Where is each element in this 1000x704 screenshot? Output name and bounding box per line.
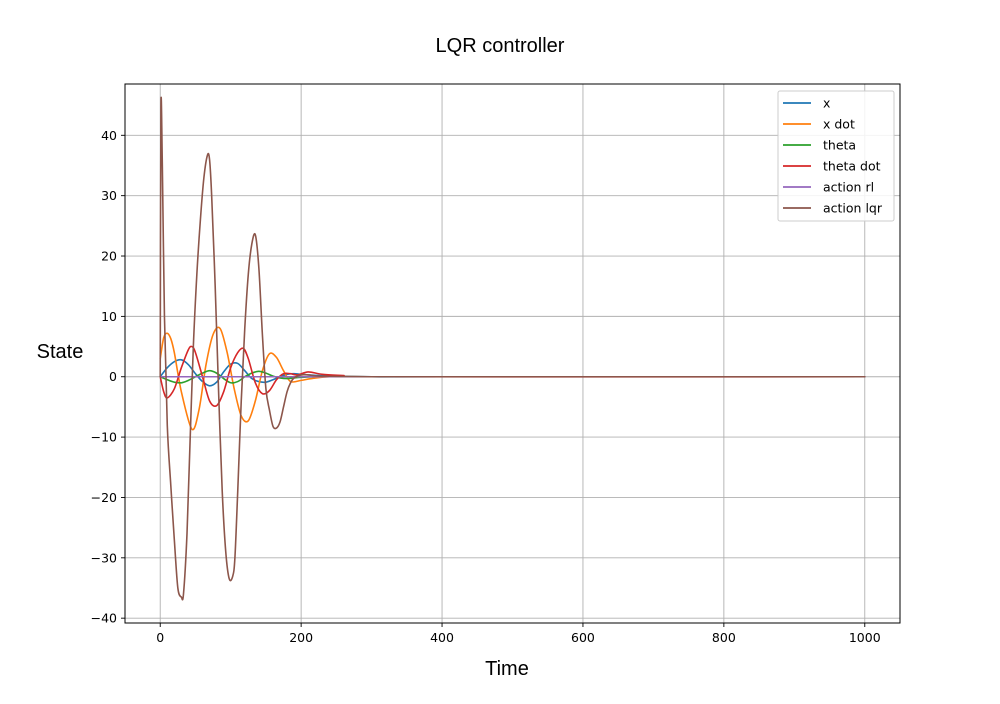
y-tick-label: −40: [91, 611, 117, 626]
y-tick-label: 40: [101, 128, 117, 143]
series-line-action-lqr: [159, 96, 866, 601]
legend-label: x dot: [823, 117, 855, 132]
x-tick-label: 200: [289, 630, 313, 645]
x-axis-label: Time: [485, 658, 529, 680]
legend-label: theta: [823, 138, 856, 153]
series-line-theta-dot: [159, 345, 866, 408]
x-tick-label: 1000: [849, 630, 881, 645]
chart-title: LQR controller: [436, 35, 565, 57]
y-tick-label: −30: [91, 550, 117, 565]
y-tick-label: −10: [91, 430, 117, 445]
y-axis-label: State: [37, 341, 84, 363]
legend: x x dot theta theta dot action rl action lqr: [777, 90, 895, 222]
legend-label: action rl: [823, 180, 874, 195]
x-tick-label: 0: [156, 630, 164, 645]
legend-label: action lqr: [823, 201, 883, 216]
y-tick-label: 0: [109, 369, 117, 384]
x-tick-label: 400: [430, 630, 454, 645]
x-tick-label: 600: [571, 630, 595, 645]
axis-ticks: 0 200 400 600 800 1000 −40 −30 −20 −10 0 10 20 30 40: [91, 128, 881, 645]
plot-lines: [159, 96, 866, 601]
series-line-x-dot: [159, 326, 866, 431]
y-tick-label: −20: [91, 490, 117, 505]
x-tick-label: 800: [712, 630, 736, 645]
y-tick-label: 20: [101, 249, 117, 264]
legend-label: x: [823, 96, 830, 111]
legend-label: theta dot: [823, 159, 881, 174]
plot-frame: [124, 83, 901, 624]
y-tick-label: 30: [101, 188, 117, 203]
y-tick-label: 10: [101, 309, 117, 324]
